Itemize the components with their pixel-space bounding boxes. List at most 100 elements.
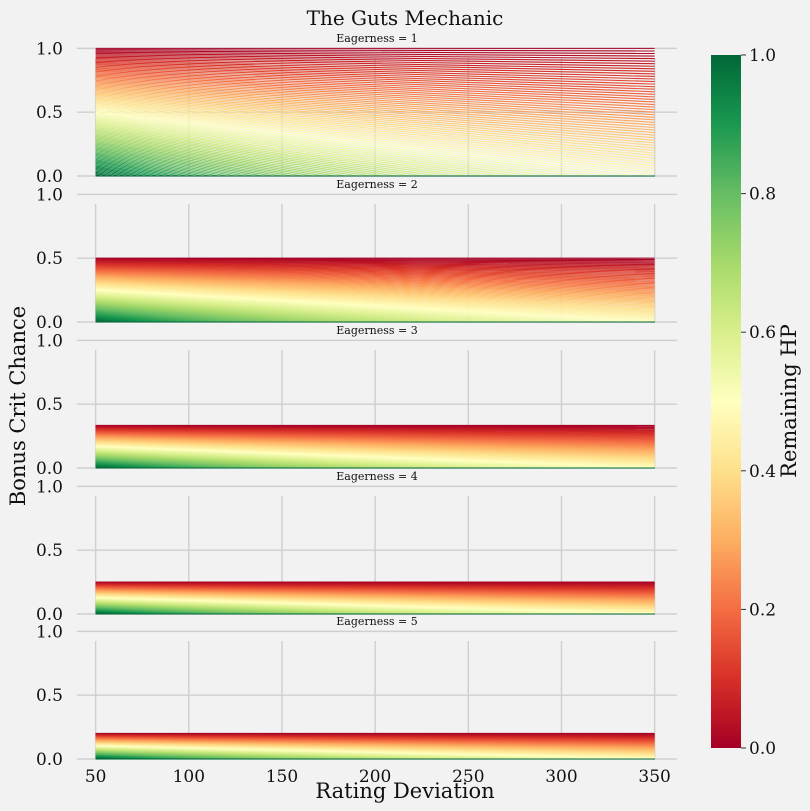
colorbar: 0.0 0.2 0.4 0.6 0.8 1.0 Remaining HP [711,46,801,759]
series-line-hp [95,167,132,177]
series-line-hp [95,258,655,261]
series-line-hp [95,267,655,280]
series-line-hp [95,276,655,298]
y-tick-label: 0.0 [36,459,63,479]
series-line-hp [95,64,655,83]
colorbar-tick-label: 0.6 [749,323,776,343]
series-line-hp [95,92,655,139]
series-line-hp [95,166,138,177]
series-line-hp [95,316,145,323]
series-line-hp [95,276,655,296]
series-line-hp [95,278,655,301]
series-line-hp [95,308,245,323]
series-line-hp [95,157,187,177]
series-line-hp [95,165,145,177]
series-line-hp [95,262,655,269]
series-lines [95,47,655,177]
series-line-hp [95,84,655,123]
series-line-hp [95,282,655,309]
series-line-hp [95,134,359,177]
series-line-hp [95,100,655,154]
series-line-hp [95,118,554,177]
series-line-hp [95,52,655,60]
series-line-hp [95,155,203,177]
series-line-hp [95,274,655,294]
y-tick-label: 1.0 [36,622,63,642]
series-line-hp [95,88,655,131]
series-line-hp [95,110,655,174]
subplot-eagerness-2: Eagerness = 2 0.0 0.5 1.0 [36,178,677,333]
y-tick-label: 0.5 [36,541,63,561]
series-line-hp [95,292,554,323]
series-line-hp [95,58,655,70]
series-line-hp [95,307,254,323]
series-line-hp [95,68,655,90]
series-line-hp [95,259,655,263]
series-line-hp [95,275,655,295]
series-line-hp [95,148,245,177]
series-line-hp [95,63,655,80]
series-line-hp [95,56,655,67]
series-line-hp [95,160,172,177]
series-line-hp [95,91,655,136]
series-line-hp [95,111,655,177]
subplot-eagerness-1: Eagerness = 1 0.0 0.5 1.0 [36,32,677,187]
series-line-hp [95,304,293,323]
subplot-eagerness-4: Eagerness = 4 0.0 0.5 1.0 [36,470,677,625]
y-tick-label: 1.0 [36,185,63,205]
series-line-hp [95,309,219,323]
series-line-hp [95,286,655,317]
series-line-hp [95,285,655,314]
series-line-hp [95,139,314,177]
series-line-hp [95,133,372,177]
series-line-hp [95,301,359,323]
series-line-hp [95,315,158,323]
series-line-hp [95,170,120,177]
series-line-hp [95,268,655,281]
series-line-hp [95,97,655,149]
series-line-hp [95,311,203,323]
series-line-hp [95,82,655,118]
series-line-hp [95,312,187,323]
series-line-hp [95,102,655,159]
series-line-hp [95,281,655,306]
series-line-hp [95,272,655,289]
series-line-hp [95,73,655,100]
series-line-hp [95,294,501,323]
series-line-hp [95,266,655,277]
series-line-hp [95,114,612,177]
series-line-hp [95,311,195,323]
series-line-hp [95,89,655,134]
series-line-hp [95,162,158,177]
series-line-hp [95,263,655,271]
series-line-hp [95,161,165,177]
series-line-hp [95,278,655,300]
x-tick-label: 350 [638,767,670,787]
series-line-hp [95,265,655,275]
series-line-hp [95,297,424,323]
series-line-hp [95,93,655,141]
series-lines [95,581,655,615]
series-line-hp [95,152,219,177]
series-line-hp [95,116,572,177]
series-line-hp [95,313,172,323]
series-line-hp [95,144,273,177]
series-line-hp [95,286,655,318]
series-line-hp [95,271,655,286]
subplot-eagerness-5: Eagerness = 5 0.0 0.5 1.0 [36,615,677,770]
series-line-hp [95,306,263,323]
series-line-hp [95,123,485,177]
series-line-hp [95,302,336,323]
series-line-hp [95,290,633,323]
series-line-hp [95,300,372,323]
series-line-hp [95,281,655,308]
colorbar-tick-label: 0.8 [749,185,776,205]
series-line-hp [95,290,612,323]
series-line-hp [95,285,655,315]
series-line-hp [95,264,655,273]
series-line-hp [95,260,655,266]
series-line-hp [95,301,347,323]
series-line-hp [95,129,411,177]
series-line-hp [95,304,303,323]
series-line-hp [95,74,655,103]
